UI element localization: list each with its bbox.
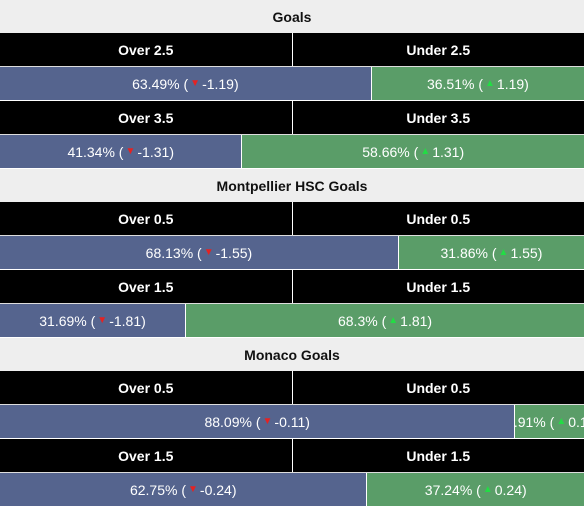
over-value-bar: 88.09% (▼-0.11) — [0, 405, 514, 438]
market-header-row: Over 1.5 Under 1.5 — [0, 439, 584, 473]
market-header-row: Over 1.5 Under 1.5 — [0, 270, 584, 304]
under-change: 0.24 — [495, 482, 522, 498]
market-value-row: 68.13% (▼-1.55) 31.86% (▲1.55) — [0, 236, 584, 270]
market-over-under: Over 3.5 Under 3.5 41.34% (▼-1.31) 58.66… — [0, 101, 584, 169]
under-label: Under 1.5 — [293, 439, 584, 472]
under-percent: 37.24% — [425, 482, 472, 498]
under-value-bar: 31.86% (▲1.55) — [398, 236, 584, 269]
over-percent: 62.75% — [130, 482, 177, 498]
under-change: 1.31 — [432, 144, 459, 160]
market-value-row: 63.49% (▼-1.19) 36.51% (▲1.19) — [0, 67, 584, 101]
up-arrow-icon: ▲ — [499, 247, 509, 258]
over-percent: 41.34% — [67, 144, 114, 160]
under-label: Under 0.5 — [293, 371, 584, 404]
under-value-bar: 36.51% (▲1.19) — [371, 67, 584, 100]
section-title: Goals — [0, 0, 584, 33]
market-over-under: Over 0.5 Under 0.5 68.13% (▼-1.55) 31.86… — [0, 202, 584, 270]
section-goals: Goals Over 2.5 Under 2.5 63.49% (▼-1.19)… — [0, 0, 584, 169]
under-label: Under 2.5 — [293, 33, 584, 66]
over-value-bar: 41.34% (▼-1.31) — [0, 135, 241, 168]
market-value-row: 31.69% (▼-1.81) 68.3% (▲1.81) — [0, 304, 584, 338]
under-change: 0.12 — [568, 414, 584, 430]
over-change: -1.55 — [216, 245, 248, 261]
under-value-bar: 11.91% (▲0.12) — [514, 405, 584, 438]
market-header-row: Over 3.5 Under 3.5 — [0, 101, 584, 135]
market-header-row: Over 2.5 Under 2.5 — [0, 33, 584, 67]
market-header-row: Over 0.5 Under 0.5 — [0, 202, 584, 236]
over-label: Over 1.5 — [0, 439, 293, 472]
under-label: Under 0.5 — [293, 202, 584, 235]
over-change: -1.19 — [202, 76, 234, 92]
under-value-bar: 37.24% (▲0.24) — [366, 473, 584, 506]
over-change: -0.11 — [274, 414, 305, 430]
up-arrow-icon: ▲ — [388, 315, 398, 326]
over-label: Over 0.5 — [0, 202, 293, 235]
under-percent: 11.91% — [514, 414, 545, 430]
under-value-bar: 58.66% (▲1.31) — [241, 135, 584, 168]
market-value-row: 88.09% (▼-0.11) 11.91% (▲0.12) — [0, 405, 584, 439]
over-value-bar: 62.75% (▼-0.24) — [0, 473, 366, 506]
up-arrow-icon: ▲ — [556, 416, 566, 427]
under-label: Under 3.5 — [293, 101, 584, 134]
market-over-under: Over 2.5 Under 2.5 63.49% (▼-1.19) 36.51… — [0, 33, 584, 101]
up-arrow-icon: ▲ — [483, 484, 493, 495]
up-arrow-icon: ▲ — [420, 146, 430, 157]
market-over-under: Over 0.5 Under 0.5 88.09% (▼-0.11) 11.91… — [0, 371, 584, 439]
over-percent: 68.13% — [146, 245, 193, 261]
over-value-bar: 31.69% (▼-1.81) — [0, 304, 185, 337]
over-percent: 63.49% — [132, 76, 179, 92]
over-change: -1.81 — [109, 313, 141, 329]
over-value-bar: 63.49% (▼-1.19) — [0, 67, 371, 100]
down-arrow-icon: ▼ — [204, 247, 214, 258]
under-label: Under 1.5 — [293, 270, 584, 303]
under-change: 1.55 — [510, 245, 537, 261]
under-percent: 68.3% — [338, 313, 378, 329]
market-over-under: Over 1.5 Under 1.5 31.69% (▼-1.81) 68.3%… — [0, 270, 584, 338]
up-arrow-icon: ▲ — [485, 78, 495, 89]
over-label: Over 1.5 — [0, 270, 293, 303]
section-monaco-goals: Monaco Goals Over 0.5 Under 0.5 88.09% (… — [0, 338, 584, 507]
market-value-row: 41.34% (▼-1.31) 58.66% (▲1.31) — [0, 135, 584, 169]
over-value-bar: 68.13% (▼-1.55) — [0, 236, 398, 269]
down-arrow-icon: ▼ — [188, 484, 198, 495]
under-change: 1.19 — [497, 76, 524, 92]
down-arrow-icon: ▼ — [263, 416, 273, 427]
under-percent: 31.86% — [441, 245, 488, 261]
market-value-row: 62.75% (▼-0.24) 37.24% (▲0.24) — [0, 473, 584, 507]
over-change: -1.31 — [137, 144, 169, 160]
under-value-bar: 68.3% (▲1.81) — [185, 304, 584, 337]
down-arrow-icon: ▼ — [97, 315, 107, 326]
over-label: Over 3.5 — [0, 101, 293, 134]
over-label: Over 2.5 — [0, 33, 293, 66]
down-arrow-icon: ▼ — [190, 78, 200, 89]
over-percent: 31.69% — [39, 313, 86, 329]
under-percent: 36.51% — [427, 76, 474, 92]
section-title: Montpellier HSC Goals — [0, 169, 584, 202]
over-percent: 88.09% — [204, 414, 251, 430]
section-montpellier-goals: Montpellier HSC Goals Over 0.5 Under 0.5… — [0, 169, 584, 338]
over-label: Over 0.5 — [0, 371, 293, 404]
under-change: 1.81 — [400, 313, 427, 329]
market-over-under: Over 1.5 Under 1.5 62.75% (▼-0.24) 37.24… — [0, 439, 584, 507]
down-arrow-icon: ▼ — [125, 146, 135, 157]
section-title: Monaco Goals — [0, 338, 584, 371]
market-header-row: Over 0.5 Under 0.5 — [0, 371, 584, 405]
under-percent: 58.66% — [362, 144, 409, 160]
over-change: -0.24 — [200, 482, 232, 498]
